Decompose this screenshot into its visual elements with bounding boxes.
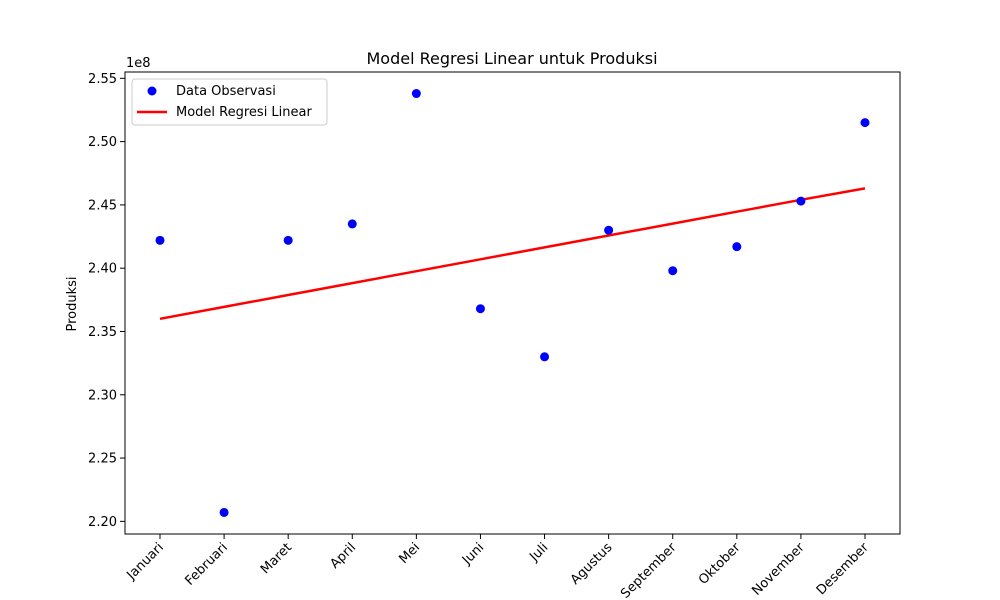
data-point-agustus [604,225,614,235]
data-point-desember [860,118,870,128]
x-tick-label: Desember [814,540,872,598]
data-point-april [347,219,357,229]
x-tick-label: Juli [526,540,551,565]
data-point-mei [411,89,421,99]
x-tick-label: November [749,540,808,599]
y-axis: 2.20 2.25 2.30 2.35 2.40 2.45 2.50 2.55 [88,72,125,530]
chart-title: Model Regresi Linear untuk Produksi [366,49,657,68]
data-point-juni [475,304,485,314]
data-point-januari [155,235,165,245]
x-tick-label: Mei [396,540,423,567]
legend-marker-observations [147,86,157,96]
x-tick-label: Agustus [568,540,616,588]
y-tick-label: 2.25 [88,452,117,467]
regression-line [159,187,866,321]
regression-line-series [159,187,866,321]
data-point-februari [219,507,229,517]
legend-label-observations: Data Observasi [176,84,276,99]
x-tick-label: Oktober [696,540,744,588]
x-tick-label: Juni [459,540,487,568]
y-tick-label: 2.30 [88,388,117,403]
data-point-maret [283,235,293,245]
x-tick-label: Januari [124,540,167,583]
x-tick-label: September [618,540,680,600]
legend-label-regression: Model Regresi Linear [176,105,312,120]
data-point-september [668,266,678,276]
plot-area-frame [124,71,901,535]
y-tick-label: 2.20 [88,515,117,530]
y-tick-label: 2.50 [88,135,117,150]
y-axis-offset-label: 1e8 [126,56,151,71]
legend: Data Observasi Model Regresi Linear [131,78,328,126]
y-tick-label: 2.35 [88,325,117,340]
data-point-november [796,196,806,206]
y-tick-label: 2.40 [88,262,117,277]
y-axis-label: Produksi [65,276,80,331]
legend-frame [131,78,328,126]
x-tick-label: April [327,540,359,572]
y-tick-label: 2.55 [88,72,117,87]
y-tick-label: 2.45 [88,198,117,213]
observation-series [155,89,870,517]
x-tick-label: Februari [182,540,230,588]
data-point-oktober [732,242,742,252]
data-point-juli [540,352,550,362]
x-axis: Januari Februari Maret April Mei Juni Juli Agus… [124,534,872,600]
x-tick-label: Maret [258,540,295,577]
